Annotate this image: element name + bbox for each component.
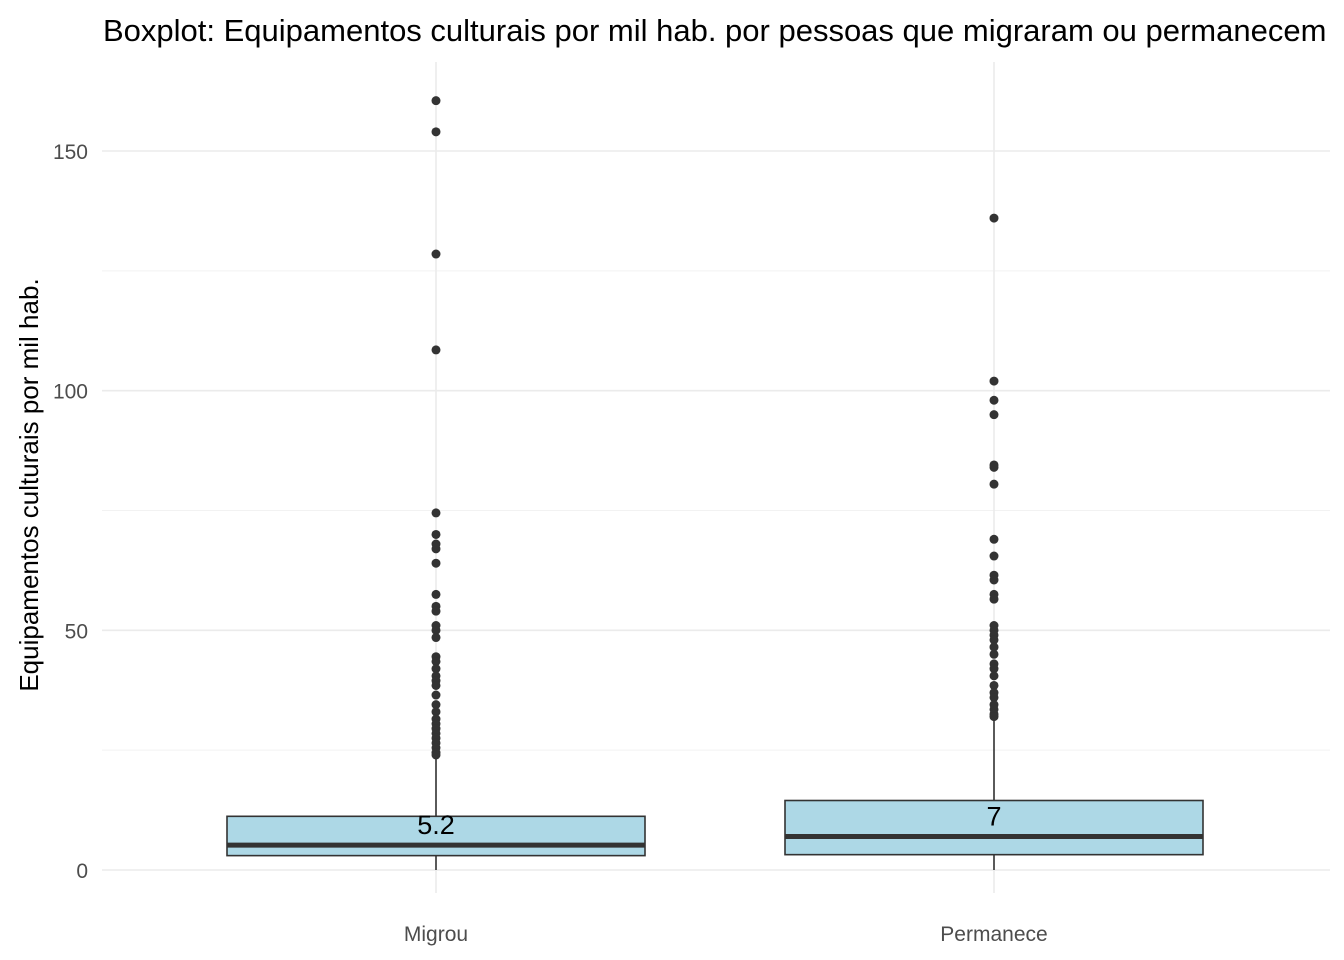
y-tick-label: 0 [76, 860, 88, 883]
y-axis-label: Equipamentos culturais por mil hab. [14, 278, 44, 691]
outlier-point [431, 700, 441, 710]
outlier-point [431, 625, 441, 635]
outlier-point [431, 96, 441, 106]
outlier-point [431, 656, 441, 666]
outlier-point [431, 606, 441, 616]
box-iqr [784, 799, 1204, 856]
outlier-point [431, 664, 441, 674]
outlier-point [989, 551, 999, 561]
y-tick-label: 150 [53, 141, 88, 164]
outlier-point [989, 649, 999, 659]
outlier-point [989, 410, 999, 420]
outlier-point [431, 127, 441, 137]
box-iqr [226, 815, 646, 857]
outlier-point [431, 589, 441, 599]
x-axis-ticks: Migrou Permanece [404, 923, 1048, 946]
y-tick-label: 100 [53, 381, 88, 404]
outlier-point [989, 213, 999, 223]
outlier-point [431, 690, 441, 700]
outlier-point [431, 707, 441, 717]
outlier-point [989, 642, 999, 652]
outlier-point [989, 462, 999, 472]
outlier-point [989, 692, 999, 702]
outlier-point [989, 534, 999, 544]
outlier-point [431, 249, 441, 259]
outlier-point [989, 479, 999, 489]
chart-title: Boxplot: Equipamentos culturais por mil … [103, 13, 1326, 48]
outlier-point [989, 635, 999, 645]
outlier-point [989, 671, 999, 681]
median-label: 5.2 [417, 810, 455, 840]
outlier-point [989, 395, 999, 405]
outlier-point [431, 345, 441, 355]
outlier-point [989, 712, 999, 722]
x-tick-label: Permanece [940, 923, 1047, 946]
outlier-point [989, 376, 999, 386]
outlier-point [431, 544, 441, 554]
median-label: 7 [986, 801, 1001, 831]
outlier-point [431, 633, 441, 643]
outlier-point [431, 750, 441, 760]
minor-gridlines [102, 270, 1330, 751]
outlier-point [989, 664, 999, 674]
outlier-point [431, 558, 441, 568]
x-tick-label: Migrou [404, 923, 468, 946]
outlier-point [989, 594, 999, 604]
outlier-point [431, 529, 441, 539]
y-axis-ticks: 0 50 100 150 [53, 141, 88, 883]
y-tick-label: 50 [65, 620, 88, 643]
outlier-point [989, 575, 999, 585]
major-gridlines [102, 62, 1330, 893]
outliers-layer [431, 96, 999, 760]
outlier-point [989, 680, 999, 690]
boxes-layer: 5.2 7 [226, 719, 1204, 870]
outlier-point [431, 508, 441, 518]
outlier-point [431, 680, 441, 690]
